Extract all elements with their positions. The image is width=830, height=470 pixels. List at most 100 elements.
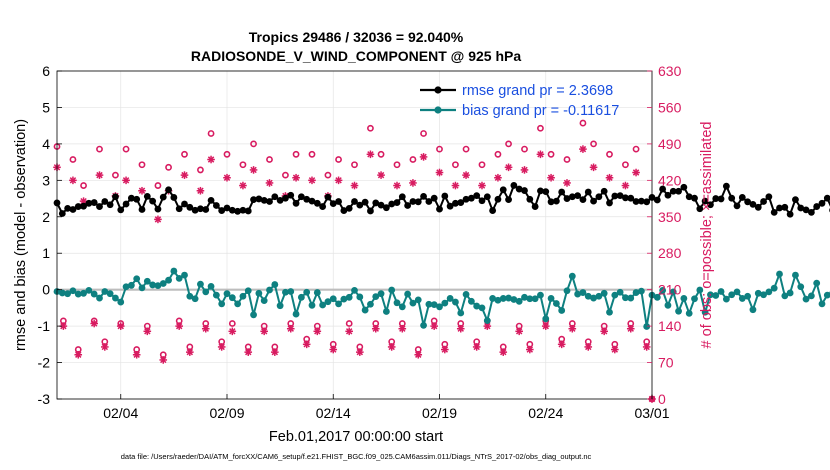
obs-assimilated-point [101,343,109,351]
obs-possible-point [367,124,374,132]
obs-assimilated-point [526,345,534,354]
bias-point [473,302,481,310]
obs-assimilated-stroke [409,179,417,187]
bias-point [563,287,571,295]
rmse-point [186,203,194,211]
obs-assimilated-stroke [430,322,438,330]
obs-assimilated-stroke [122,177,130,184]
rmse-point [112,193,119,201]
obs-assimilated-stroke [60,322,67,330]
obs-assimilated-point [387,343,396,351]
bias-point [749,306,757,314]
bias-point [786,289,794,297]
plot-frame [56,70,653,400]
y-tick-label-right: 490 [658,136,682,152]
bias-point [96,294,103,302]
obs-assimilated-point [462,171,470,179]
obs-assimilated-stroke [138,187,146,194]
obs-assimilated-stroke [308,177,316,184]
obs-assimilated-point [223,173,231,182]
obs-assimilated-point [265,179,274,187]
rmse-point [669,187,677,195]
rmse-point [462,195,470,203]
rmse-point [590,197,597,205]
legend: rmse grand pr = 2.3698 bias grand pr = -… [420,83,619,119]
obs-assimilated-point [239,181,247,190]
bias-point [202,288,210,296]
rmse-point [807,209,815,216]
obs-assimilated-point [366,150,375,159]
bias-point [112,294,119,302]
obs-assimilated-stroke [569,325,576,332]
rmse-point [308,197,316,205]
obs-assimilated-stroke [441,346,449,353]
rmse-point [266,198,273,205]
obs-possible-point [239,161,247,169]
x-tick-label: 03/01 [634,405,669,421]
bias-point [420,321,427,329]
rmse-point [579,196,587,204]
rmse-point [143,192,151,200]
bias-point [781,292,789,300]
rmse-point [175,205,183,213]
obs-possible-point [478,161,486,169]
bias-point [728,291,736,299]
bias-point [611,291,619,299]
obs-assimilated-point [69,176,77,185]
bias-point [521,293,528,301]
obs-assimilated-stroke [585,343,592,351]
obs-assimilated-stroke [345,328,353,335]
bias-point [712,292,720,299]
rmse-point [335,198,342,205]
bias-point [398,303,406,311]
rmse-point [595,193,603,201]
rmse-point [377,201,385,209]
y-axis-label-left: rmse and bias (model - observation) [13,119,29,351]
obs-assimilated-stroke [303,341,310,348]
obs-possible-point [505,140,512,148]
obs-assimilated-point [249,166,258,174]
bias-point [510,296,518,303]
bias-point [675,307,682,315]
rmse-point [319,203,327,210]
bias-point [643,323,651,330]
bias-point [244,287,252,295]
bias-point [531,295,539,303]
obs-possible-point [197,166,204,174]
rmse-point [728,194,736,202]
obs-assimilated-point [302,340,311,349]
obs-assimilated-stroke [181,171,188,179]
obs-possible-point [632,145,640,153]
obs-assimilated-stroke [186,348,194,356]
rmse-point [90,199,98,206]
rmse-point [680,183,688,191]
rmse-point [489,207,497,214]
rmse-point [255,195,263,203]
obs-possible-point [165,163,172,171]
rmse-point [606,199,613,207]
y-tick-label-right: 280 [658,245,682,261]
bias-point [276,302,284,310]
rmse-point [287,191,295,199]
bias-point [85,286,93,294]
rmse-point [505,196,512,204]
obs-assimilated-point [377,171,385,179]
rmse-point [664,191,672,199]
obs-assimilated-stroke [494,174,502,181]
obs-assimilated-point [175,322,183,330]
bias-point [191,295,199,303]
obs-possible-point [80,182,87,189]
bias-point [483,317,491,325]
obs-assimilated-point [536,150,545,159]
obs-assimilated-stroke [643,343,650,351]
rmse-point [691,194,698,202]
x-tick-label: 02/24 [528,405,563,421]
rmse-point [537,187,544,195]
bias-point [106,290,114,298]
bias-point [382,308,390,315]
obs-assimilated-point [308,176,316,185]
obs-assimilated-point [414,350,423,359]
bias-point [170,267,178,275]
rmse-point [526,195,534,203]
bias-point [717,288,725,295]
